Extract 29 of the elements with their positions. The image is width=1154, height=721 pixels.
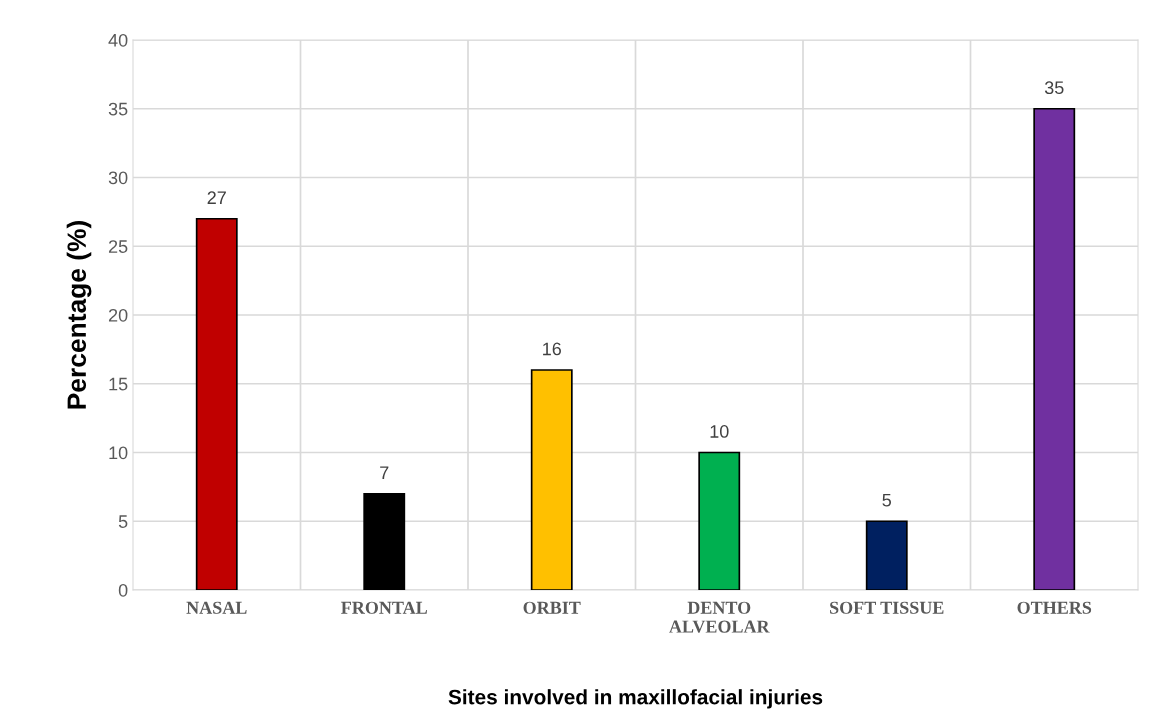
bar xyxy=(865,520,908,590)
y-tick-label: 20 xyxy=(108,308,128,322)
data-label: 10 xyxy=(710,425,729,438)
x-tick-label: SOFT TISSUE xyxy=(830,601,944,614)
bar xyxy=(530,369,573,590)
data-label: 16 xyxy=(543,342,561,356)
data-label: 35 xyxy=(1044,81,1064,95)
x-tick-label: ORBIT xyxy=(523,601,581,614)
y-tick-label: 15 xyxy=(109,377,128,391)
y-tick-label: 40 xyxy=(108,33,128,47)
data-label: 27 xyxy=(207,191,226,204)
y-tick-label: 35 xyxy=(108,102,128,116)
data-label: 5 xyxy=(882,493,892,507)
x-tick-label: OTHERS xyxy=(1017,601,1092,614)
bar xyxy=(363,492,406,590)
x-tick-label: NASAL xyxy=(186,601,247,614)
bar xyxy=(698,451,741,590)
x-tick-label: FRONTAL xyxy=(341,601,427,614)
y-tick-label: 25 xyxy=(108,240,128,253)
y-tick-label: 0 xyxy=(118,583,128,597)
x-axis-title: Sites involved in maxillofacial injuries xyxy=(448,689,823,709)
data-label: 7 xyxy=(380,466,389,479)
y-tick-label: 30 xyxy=(108,171,128,185)
y-tick-label: 10 xyxy=(109,446,128,460)
y-tick-label: 5 xyxy=(118,515,128,528)
bar xyxy=(1033,107,1076,590)
x-tick-label: DENTO ALVEOLAR xyxy=(669,601,770,633)
y-axis-title: Percentage (%) xyxy=(66,220,92,409)
bar xyxy=(195,217,238,590)
